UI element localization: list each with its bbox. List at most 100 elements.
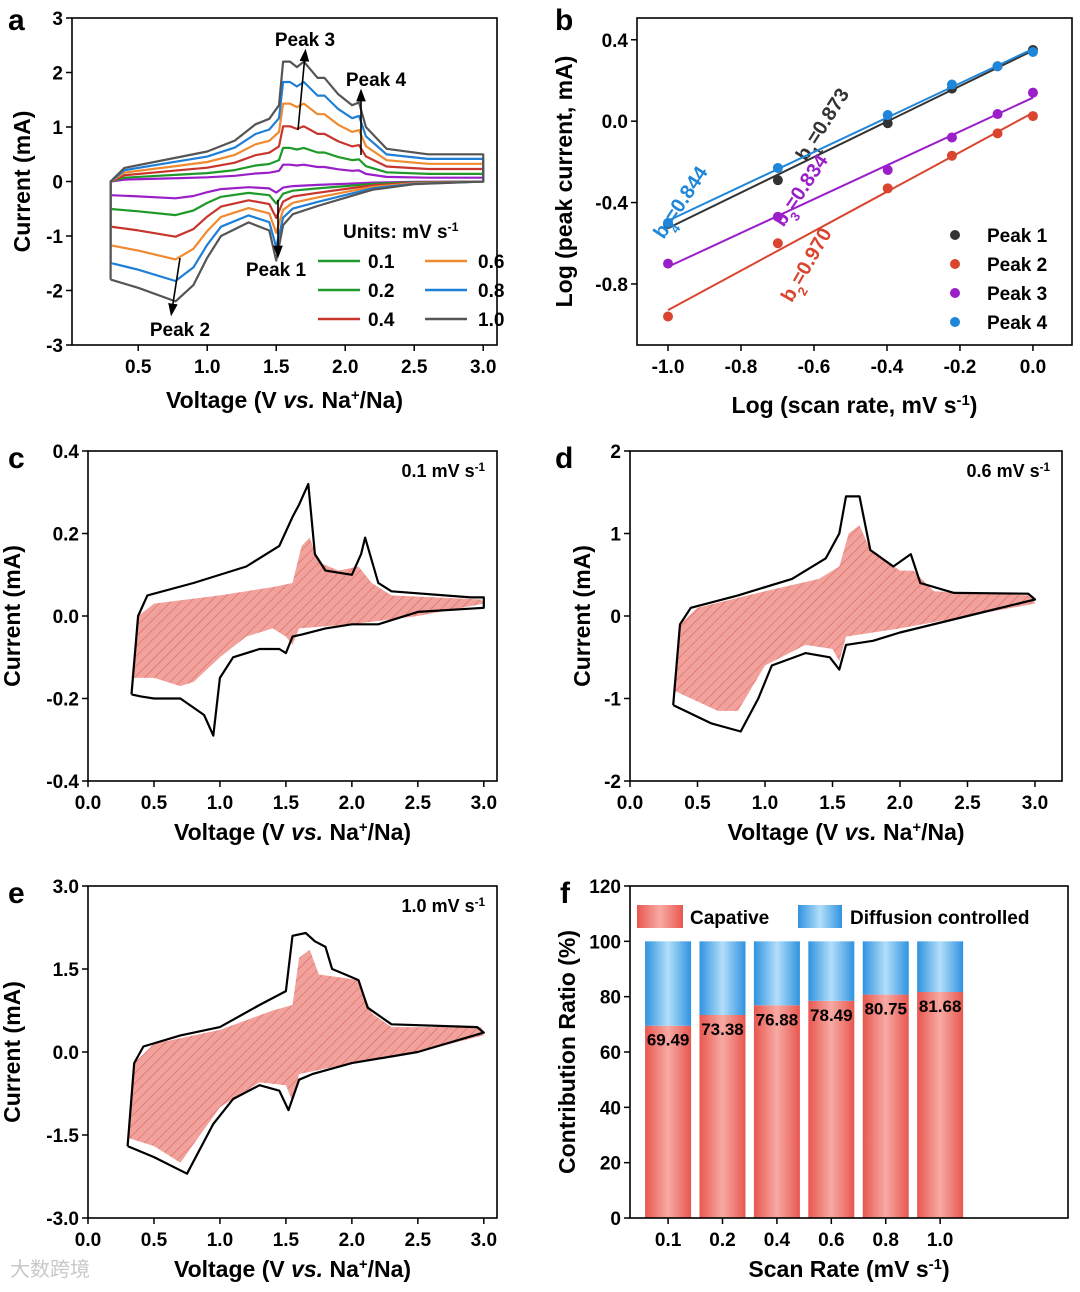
cv-curve-0.1 [109, 163, 485, 200]
y-tick-label: 60 [600, 1043, 621, 1064]
legend-marker [950, 317, 960, 327]
y-tick-label: 0 [610, 1209, 621, 1230]
x-axis-label-part: ) [970, 392, 978, 418]
y-tick-label: 0.2 [53, 525, 79, 546]
y-tick-label: 0 [52, 173, 63, 194]
legend-label: 0.2 [368, 281, 394, 302]
x-tick-label: 2.5 [405, 793, 432, 814]
data-point [772, 238, 783, 249]
x-axis-label: Log (scan rate, mV s-1) [732, 392, 978, 419]
x-tick-label: 1.0 [927, 1230, 953, 1251]
x-axis-label-part: Voltage (V [174, 819, 291, 845]
cv-curve-0.2 [109, 146, 485, 217]
x-axis-label-part: vs. [845, 819, 877, 845]
y-tick-label: 40 [600, 1098, 621, 1119]
x-tick-label: 1.5 [819, 793, 846, 814]
x-axis-label-part: Na [877, 819, 913, 845]
fit-line-2 [667, 96, 1034, 268]
y-axis-label-part: Contribution Ratio (%) [554, 930, 580, 1174]
data-point [992, 61, 1003, 72]
x-tick-label: 0.1 [655, 1230, 682, 1251]
data-point [946, 150, 957, 161]
legend-label: Peak 2 [987, 255, 1047, 276]
y-tick-label: 100 [589, 932, 621, 953]
x-tick-label: 1.0 [207, 1230, 233, 1251]
y-tick-label: 0.0 [602, 112, 628, 133]
legend-title-part: Units: mV s [343, 222, 448, 243]
x-axis-label-part: vs. [291, 819, 323, 845]
y-tick-label: 0.4 [53, 442, 80, 463]
x-tick-label: 2.0 [332, 357, 358, 378]
capacitive-area [131, 537, 484, 687]
y-tick-label: -1 [46, 227, 63, 248]
bar-diffusion [917, 941, 964, 993]
peak-label: Peak 3 [275, 30, 335, 51]
x-axis-label-part: ) [942, 1256, 950, 1282]
y-tick-label: -1 [604, 690, 621, 711]
y-tick-label: 80 [600, 988, 621, 1009]
legend-label: Peak 4 [987, 313, 1048, 334]
data-point [1027, 87, 1038, 98]
slope-label: b4=0.844 [649, 162, 717, 246]
x-axis-label-part: -1 [957, 392, 970, 409]
peak-label: Peak 1 [246, 260, 307, 281]
data-point [663, 258, 674, 269]
y-tick-label: 3 [52, 9, 63, 30]
legend-marker [950, 288, 960, 298]
slope-label: b1=0.873 [792, 85, 859, 168]
x-tick-label: 1.5 [263, 357, 290, 378]
data-point [946, 79, 957, 90]
x-axis-label: Scan Rate (mV s-1) [748, 1256, 949, 1283]
x-tick-label: -0.6 [798, 357, 831, 378]
y-tick-label: -3 [46, 336, 63, 357]
y-axis-label: Current (mA) [0, 981, 25, 1123]
x-tick-label: 0.2 [709, 1230, 735, 1251]
cv-curve-1.0 [109, 60, 485, 303]
panel-letter-c: c [8, 442, 25, 475]
panel-letter-d: d [555, 442, 573, 475]
x-axis-label-part: Na [323, 1256, 359, 1282]
data-point [663, 217, 674, 228]
y-axis-label: Contribution Ratio (%) [554, 930, 580, 1174]
y-axis-label: Current (mA) [0, 545, 25, 687]
x-tick-label: 0.0 [75, 1230, 101, 1251]
x-axis-label-part: + [359, 819, 368, 836]
x-tick-label: 3.0 [471, 793, 497, 814]
bar-value-label: 69.49 [647, 1031, 690, 1050]
x-tick-label: 0.0 [617, 793, 643, 814]
x-tick-label: 1.0 [207, 793, 233, 814]
x-tick-label: 0.5 [141, 793, 168, 814]
y-axis-label-part: Current (mA) [0, 981, 25, 1123]
data-point [772, 175, 783, 186]
x-tick-label: 0.5 [141, 1230, 168, 1251]
y-axis-label: Current (mA) [569, 545, 595, 687]
y-axis-label: Log (peak current, mA) [551, 56, 577, 308]
bar-capacitive [645, 1025, 692, 1218]
peak-label: Peak 2 [150, 320, 210, 341]
x-tick-label: 0.5 [125, 357, 152, 378]
cv-curve-0.8 [109, 80, 485, 283]
y-axis-label-part: Current (mA) [569, 545, 595, 687]
x-axis-label-part: Na [323, 819, 359, 845]
peak-arrow [168, 257, 181, 317]
y-tick-label: 20 [600, 1154, 621, 1175]
cv-curve-0.4 [109, 125, 485, 238]
x-tick-label: 2.5 [401, 357, 428, 378]
x-axis-label-part: Scan Rate (mV s [748, 1256, 928, 1282]
x-axis-label-part: Voltage (V [166, 387, 283, 413]
bar-diffusion [862, 941, 909, 995]
x-axis-label-part: vs. [283, 387, 315, 413]
bar-capacitive [753, 1005, 800, 1218]
x-axis-label-part: Voltage (V [727, 819, 844, 845]
x-tick-label: 2.5 [954, 793, 981, 814]
y-axis-label: Current (mA) [9, 111, 35, 253]
x-tick-label: 3.0 [470, 357, 496, 378]
x-tick-label: -0.8 [725, 357, 758, 378]
x-axis-label-part: + [351, 387, 360, 404]
legend-label: 0.4 [368, 310, 395, 331]
legend-swatch-capacitive [637, 905, 683, 928]
data-point [992, 128, 1003, 139]
x-axis-label-part: Voltage (V [174, 1256, 291, 1282]
x-tick-label: 2.0 [887, 793, 913, 814]
x-axis-label-part: -1 [929, 1256, 942, 1273]
